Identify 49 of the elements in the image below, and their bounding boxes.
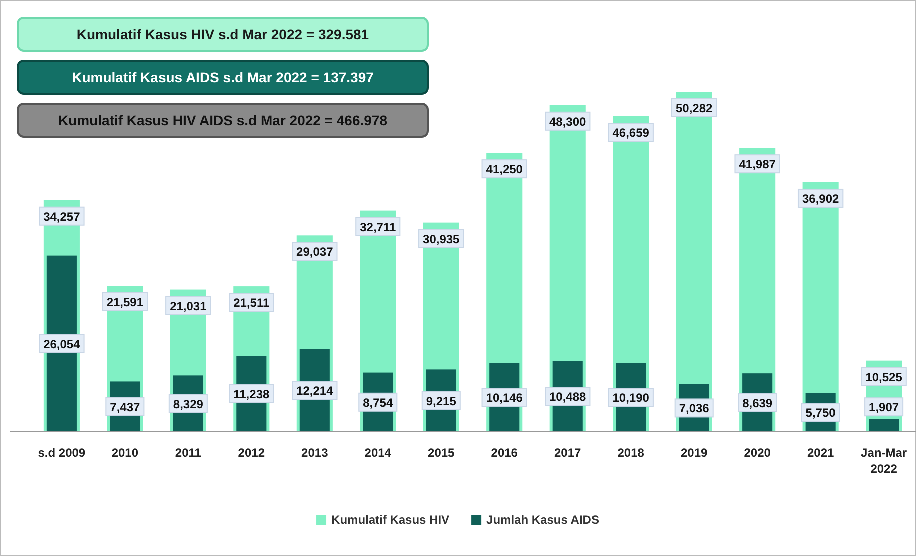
x-tick-label: 2018 — [618, 446, 645, 460]
x-tick-label: Jan-Mar 2022 — [861, 446, 908, 476]
x-tick-label: 2016 — [491, 446, 518, 460]
data-label: 30,935 — [423, 232, 460, 246]
x-tick-label: 2013 — [302, 446, 329, 460]
legend-label: Kumulatif Kasus HIV — [332, 513, 450, 527]
x-tick-label: 2012 — [238, 446, 266, 460]
x-tick-label: 2019 — [680, 446, 708, 460]
data-label: 8,754 — [363, 396, 394, 410]
data-label: 1,907 — [869, 400, 900, 415]
data-label: 10,488 — [550, 390, 587, 404]
x-tick-label: 2011 — [175, 446, 202, 460]
header-box: Kumulatif Kasus HIV s.d Mar 2022 = 329.581 — [17, 17, 429, 52]
data-label: 12,214 — [296, 384, 334, 398]
data-label: 21,031 — [170, 299, 208, 314]
data-label: 5,750 — [806, 406, 836, 420]
data-label: 11,238 — [234, 388, 270, 402]
data-label: 26,054 — [44, 337, 81, 352]
x-tick-label: 2015 — [428, 446, 456, 460]
data-label: 10,525 — [866, 370, 903, 384]
data-label: 46,659 — [612, 126, 650, 140]
data-label: 41,250 — [486, 162, 524, 177]
data-label: 32,711 — [360, 220, 396, 234]
data-label: 29,037 — [296, 245, 334, 260]
data-label: 7,036 — [679, 402, 710, 416]
data-label: 21,591 — [106, 296, 144, 310]
data-label: 36,902 — [802, 192, 840, 206]
data-label: 48,300 — [550, 114, 587, 129]
bar — [869, 419, 900, 432]
x-tick-label: 2017 — [554, 446, 582, 460]
header-box: Kumulatif Kasus HIV AIDS s.d Mar 2022 = 466.978 — [17, 103, 429, 138]
data-label: 41,987 — [739, 158, 776, 172]
x-tick-label: 2020 — [744, 446, 772, 460]
x-tick-label: 2014 — [364, 446, 392, 460]
data-label: 8,329 — [173, 397, 204, 412]
data-label: 7,437 — [110, 400, 141, 414]
x-tick-label: s.d 2009 — [38, 446, 86, 460]
data-label: 34,257 — [44, 210, 81, 224]
data-label: 21,511 — [234, 296, 270, 310]
data-label: 8,639 — [742, 396, 773, 410]
data-label: 10,146 — [486, 391, 524, 406]
x-tick-label: 2021 — [807, 446, 834, 460]
legend-label: Jumlah Kasus AIDS — [486, 513, 600, 527]
data-label: 9,215 — [426, 394, 457, 408]
header-box: Kumulatif Kasus AIDS s.d Mar 2022 = 137.397 — [17, 60, 429, 95]
annotation: Kumulatif Kasus HIV AIDS s.d Mar 2022 = 466.978 — [58, 112, 388, 128]
data-label: 50,282 — [676, 102, 714, 116]
x-tick-label: 2010 — [112, 446, 139, 460]
data-label: 10,190 — [612, 391, 650, 406]
